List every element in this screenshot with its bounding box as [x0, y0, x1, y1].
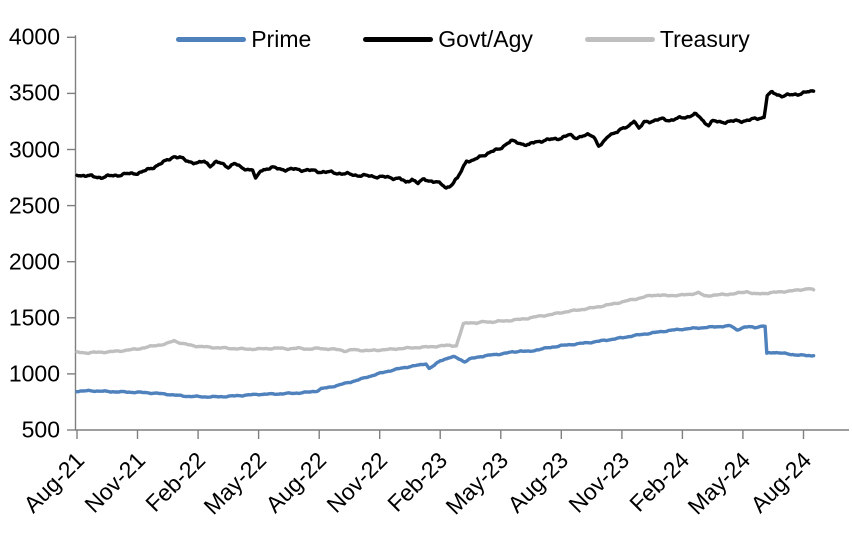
y-tick-label: 1500 [8, 304, 60, 331]
legend-line-swatch [363, 36, 434, 42]
legend-item-prime: Prime [176, 25, 312, 52]
legend-line-swatch [584, 36, 655, 42]
chart-legend: Prime Govt/Agy Treasury [77, 25, 849, 53]
legend-item-treasury: Treasury [584, 25, 750, 52]
legend-item-govt-agy: Govt/Agy [363, 25, 533, 52]
y-tick-label: 4000 [8, 23, 60, 50]
series-line-treasury [75, 287, 816, 356]
series-line-govt-agy [75, 89, 816, 190]
y-tick-label: 3000 [8, 136, 60, 162]
y-tick-label: 500 [21, 416, 60, 443]
legend-label: Prime [251, 25, 312, 52]
y-tick-label: 2000 [8, 248, 60, 275]
series-line-prime [75, 323, 816, 399]
y-tick-label: 3500 [8, 79, 60, 106]
y-tick-label: 2500 [8, 192, 60, 219]
y-tick-label: 1000 [8, 360, 60, 387]
legend-label: Treasury [659, 25, 750, 52]
legend-line-swatch [176, 36, 247, 42]
legend-label: Govt/Agy [438, 25, 533, 52]
